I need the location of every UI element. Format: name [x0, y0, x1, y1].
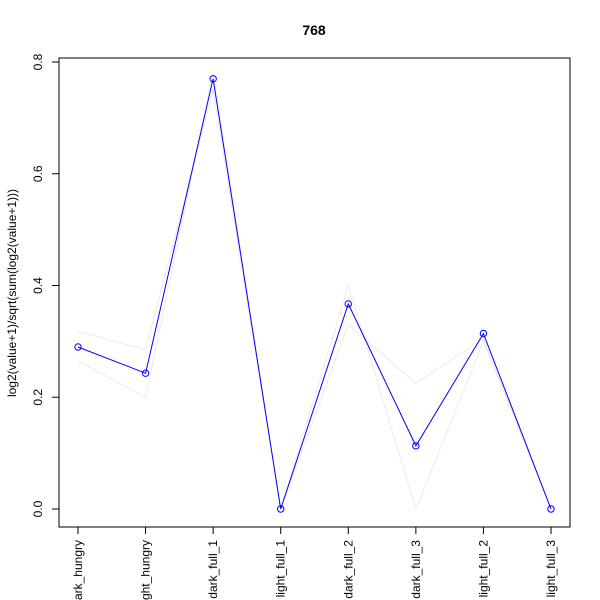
x-tick-label: light_full_1 [274, 540, 288, 598]
y-axis-title: log2(value+1)/sqrt(sum(log2(value+1))) [5, 189, 19, 397]
y-tick-label: 0.0 [31, 500, 45, 517]
data-point [547, 505, 555, 513]
y-tick-label: 0.2 [31, 389, 45, 406]
data-point [141, 369, 150, 377]
x-tick-label: dark_hungry [71, 540, 85, 600]
chart-title: 768 [302, 22, 326, 38]
x-tick-label: dark_full_2 [341, 540, 355, 599]
x-tick-label: light_full_2 [476, 540, 490, 598]
x-axis: dark_hungry light_hungry dark_full_1 light_… [71, 526, 558, 600]
series-layer [74, 73, 555, 513]
x-tick-label: light_hungry [139, 540, 153, 600]
data-point [479, 329, 488, 338]
series-line-background [77, 89, 552, 511]
data-point [209, 75, 217, 83]
series-line-highlight [77, 78, 552, 510]
y-tick-label: 0.6 [31, 165, 45, 182]
y-tick-label: 0.4 [31, 277, 45, 294]
series-line-background [77, 73, 552, 510]
data-point [277, 505, 285, 513]
y-tick-label: 0.8 [31, 53, 45, 70]
data-point [412, 442, 420, 450]
x-tick-label: dark_full_1 [206, 540, 220, 599]
data-point [74, 343, 82, 351]
x-tick-label: dark_full_3 [409, 540, 423, 599]
x-tick-label: light_full_3 [544, 540, 558, 598]
data-point [344, 300, 352, 308]
y-axis: 0.0 0.2 0.4 0.6 0.8 [31, 53, 60, 517]
